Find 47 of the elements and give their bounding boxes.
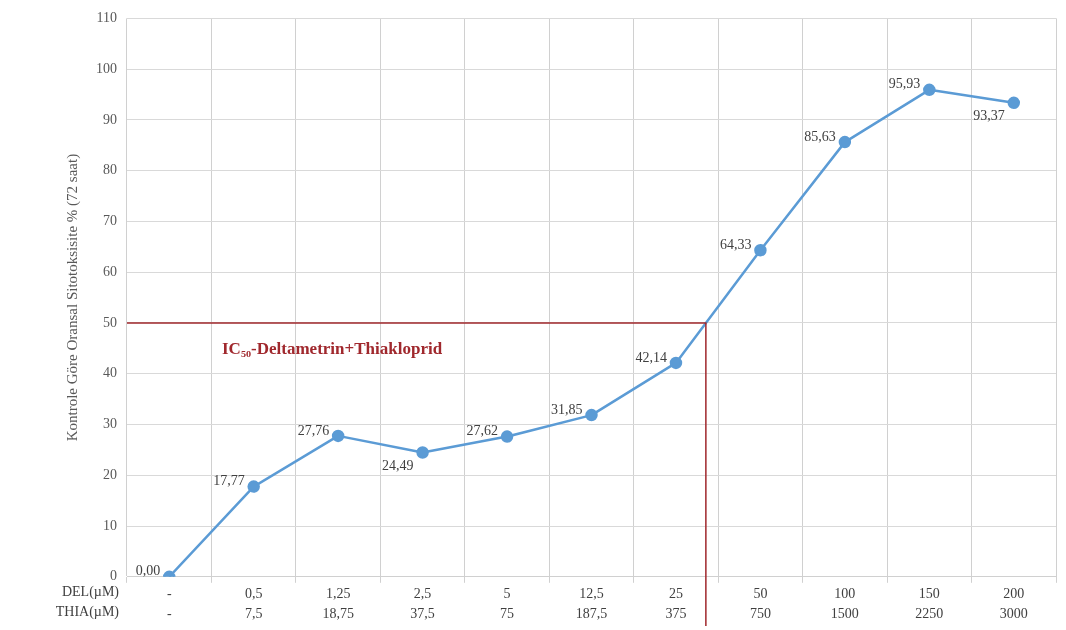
y-axis-title: Kontrole Göre Oransal Sitotoksisite % (72 saat) — [63, 153, 81, 442]
data-label: 27,62 — [466, 423, 499, 439]
y-tick-label: 0 — [110, 568, 117, 584]
x-tick-label: 100 1500 — [830, 586, 859, 621]
data-label: 85,63 — [804, 128, 836, 144]
point — [247, 480, 260, 493]
y-tick-label: 50 — [103, 314, 117, 330]
data-label: 64,33 — [719, 236, 752, 252]
y-tick-label: 60 — [103, 263, 117, 279]
data-label: 17,77 — [213, 473, 245, 489]
point — [923, 83, 936, 97]
point — [500, 430, 514, 443]
point — [1007, 96, 1021, 110]
x-tick-label: 200 3000 — [999, 586, 1028, 621]
y-tick-label: 40 — [103, 365, 117, 381]
data-label: 42,14 — [635, 349, 667, 365]
x-tick-label: 0,5 7,5 — [244, 586, 263, 621]
point — [585, 408, 598, 422]
x-tick-label: 25 375 — [665, 586, 687, 621]
point — [416, 446, 429, 459]
x-tick-label: 2,5 37,5 — [410, 586, 435, 621]
x-tick-label: 12,5 187,5 — [575, 586, 608, 621]
x-tick-label: - - — [166, 586, 172, 621]
ref-line-label: IC₅₀-Deltametrin+Thiakloprid — [222, 339, 443, 359]
y-tick-label: 70 — [103, 213, 117, 229]
y-tick-label: 80 — [103, 162, 117, 178]
y-tick-label: 30 — [103, 416, 117, 432]
data-label: 27,76 — [297, 422, 330, 438]
point — [754, 243, 767, 257]
y-tick-label: 10 — [103, 517, 117, 533]
data-label: 0,00 — [135, 563, 161, 579]
y-tick-label: 20 — [103, 466, 117, 482]
point — [838, 135, 852, 149]
x-tick-label: 5 75 — [500, 586, 515, 621]
x-tick-label: 1,25 18,75 — [322, 586, 354, 621]
x-tick-label: 50 750 — [749, 586, 771, 621]
data-label: 24,49 — [382, 458, 414, 474]
y-tick-label: 100 — [96, 60, 117, 76]
x-tick-label: 150 2250 — [915, 586, 944, 621]
y-tick-label: 110 — [96, 10, 117, 26]
x-axis-title: DEL(µM) THIA(µM) — [55, 584, 120, 621]
y-tick-label: 90 — [103, 111, 117, 127]
data-label: 31,85 — [551, 401, 583, 417]
point — [669, 356, 683, 370]
point — [331, 429, 345, 443]
data-label: 93,37 — [973, 108, 1005, 124]
data-label: 95,93 — [888, 76, 921, 92]
